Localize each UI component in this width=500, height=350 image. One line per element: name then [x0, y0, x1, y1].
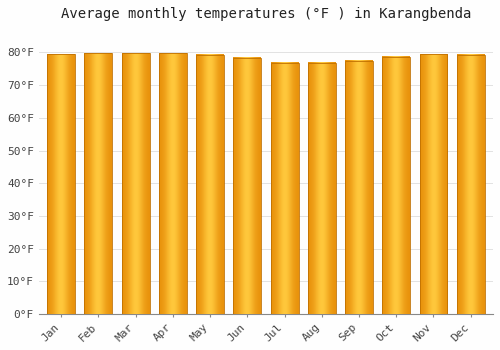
Bar	[457, 55, 484, 314]
Bar	[159, 54, 187, 314]
Bar	[196, 55, 224, 314]
Bar	[84, 54, 112, 314]
Bar	[420, 54, 448, 314]
Bar	[47, 54, 75, 314]
Bar	[234, 58, 262, 314]
Bar	[234, 58, 262, 314]
Bar	[84, 54, 112, 314]
Bar	[122, 54, 150, 314]
Bar	[159, 54, 187, 314]
Title: Average monthly temperatures (°F ) in Karangbenda: Average monthly temperatures (°F ) in Ka…	[60, 7, 471, 21]
Bar	[308, 63, 336, 314]
Bar	[270, 63, 298, 314]
Bar	[457, 55, 484, 314]
Bar	[308, 63, 336, 314]
Bar	[122, 54, 150, 314]
Bar	[345, 61, 373, 314]
Bar	[382, 57, 410, 314]
Bar	[382, 57, 410, 314]
Bar	[270, 63, 298, 314]
Bar	[420, 54, 448, 314]
Bar	[47, 54, 75, 314]
Bar	[196, 55, 224, 314]
Bar	[345, 61, 373, 314]
